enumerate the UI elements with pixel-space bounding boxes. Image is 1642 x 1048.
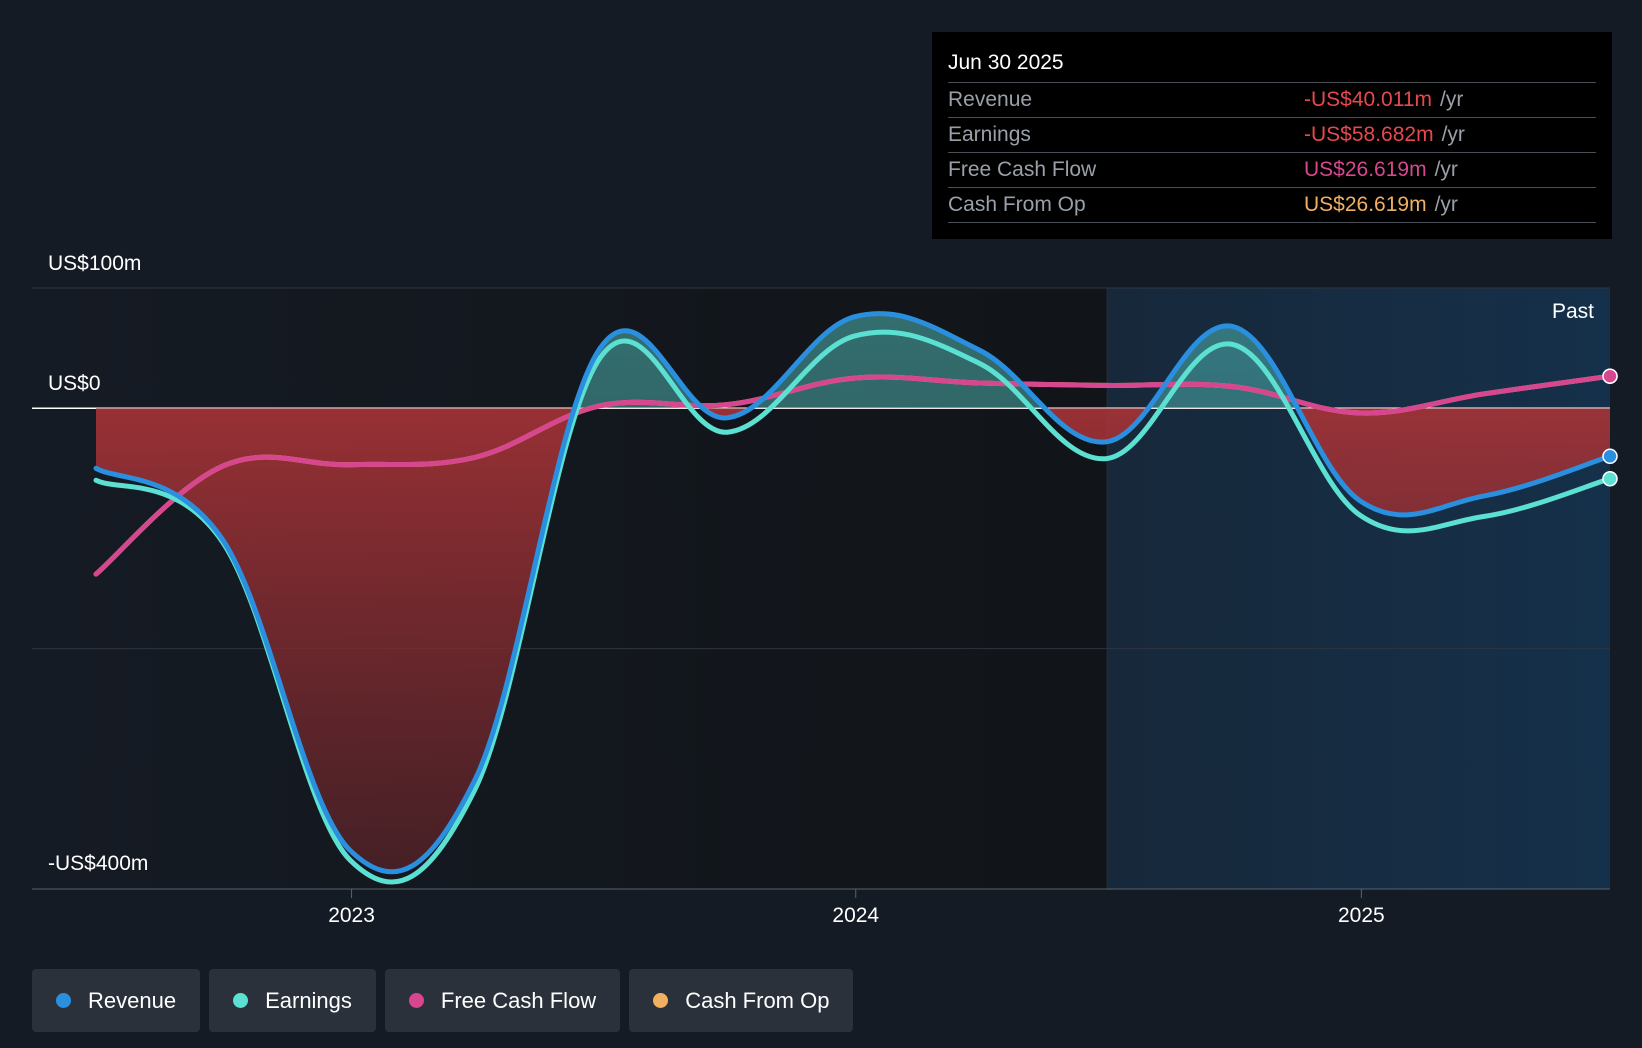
tooltip-label: Earnings — [948, 123, 1031, 146]
x-tick-label: 2023 — [328, 904, 375, 927]
past-region-label: Past — [1551, 300, 1594, 323]
legend-item-cash-from-op[interactable]: Cash From Op — [629, 969, 854, 1032]
tooltip-row-cash-from-op: Cash From Op US$26.619m /yr — [948, 188, 1596, 223]
legend-label: Cash From Op — [685, 987, 830, 1013]
series-line-earnings — [93, 329, 1613, 885]
tooltip-row-revenue: Revenue -US$40.011m /yr — [948, 83, 1596, 118]
legend-dot-icon — [233, 993, 249, 1008]
tooltip-row-free-cash-flow: Free Cash Flow US$26.619m /yr — [948, 153, 1596, 188]
tooltip-unit: /yr — [1441, 123, 1465, 146]
tooltip-value: US$26.619m — [1304, 158, 1427, 181]
legend-dot-icon — [653, 993, 669, 1008]
tooltip-unit: /yr — [1434, 193, 1458, 216]
x-tick-label: 2025 — [1338, 904, 1385, 927]
series-end-point-revenue — [1602, 448, 1618, 465]
x-tick-label: 2024 — [832, 904, 879, 927]
tooltip-label: Free Cash Flow — [948, 158, 1097, 181]
legend-item-revenue[interactable]: Revenue — [32, 969, 201, 1032]
series-end-point-earnings — [1602, 470, 1618, 487]
legend-dot-icon — [56, 993, 71, 1008]
tooltip-label: Cash From Op — [948, 193, 1086, 216]
legend-label: Free Cash Flow — [440, 987, 597, 1013]
series-end-point-free-cash-flow — [1602, 368, 1618, 384]
legend-item-free-cash-flow[interactable]: Free Cash Flow — [384, 969, 621, 1032]
tooltip-date: Jun 30 2025 — [948, 46, 1596, 83]
chart-legend: Revenue Earnings Free Cash Flow Cash Fro… — [32, 969, 854, 1032]
tooltip-row-earnings: Earnings -US$58.682m /yr — [948, 118, 1596, 153]
series-line-revenue — [93, 311, 1613, 875]
data-tooltip: Jun 30 2025 Revenue -US$40.011m /yr Earn… — [932, 32, 1612, 239]
y-tick-label-bottom: -US$400m — [48, 852, 149, 875]
tooltip-label: Revenue — [948, 88, 1033, 111]
area-negative-fill — [96, 408, 1610, 872]
tooltip-unit: /yr — [1434, 158, 1458, 181]
y-tick-label-top: US$100m — [48, 252, 142, 275]
legend-dot-icon — [408, 993, 424, 1008]
legend-label: Earnings — [265, 987, 352, 1013]
tooltip-value: -US$40.011m — [1304, 88, 1433, 111]
y-tick-label-zero: US$0 — [48, 372, 101, 395]
tooltip-value: US$26.619m — [1304, 193, 1427, 216]
tooltip-unit: /yr — [1440, 88, 1464, 111]
series-line-free-cash-flow — [93, 373, 1613, 577]
legend-label: Revenue — [88, 987, 177, 1013]
tooltip-value: -US$58.682m — [1304, 123, 1434, 146]
legend-item-earnings[interactable]: Earnings — [209, 969, 376, 1032]
